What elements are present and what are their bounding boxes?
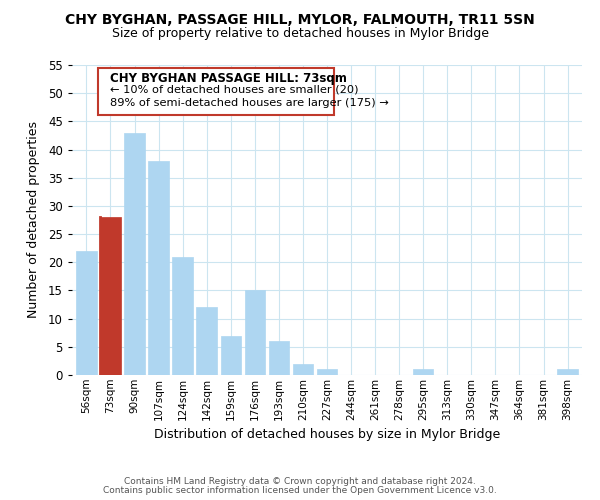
Text: CHY BYGHAN, PASSAGE HILL, MYLOR, FALMOUTH, TR11 5SN: CHY BYGHAN, PASSAGE HILL, MYLOR, FALMOUT… bbox=[65, 12, 535, 26]
Bar bbox=[557, 370, 578, 375]
Bar bbox=[172, 256, 193, 375]
Bar bbox=[100, 217, 121, 375]
Bar bbox=[148, 161, 169, 375]
Text: Contains HM Land Registry data © Crown copyright and database right 2024.: Contains HM Land Registry data © Crown c… bbox=[124, 477, 476, 486]
Bar bbox=[221, 336, 241, 375]
Bar bbox=[413, 370, 433, 375]
Text: Size of property relative to detached houses in Mylor Bridge: Size of property relative to detached ho… bbox=[112, 28, 488, 40]
Bar bbox=[317, 370, 337, 375]
Bar bbox=[245, 290, 265, 375]
Bar bbox=[76, 251, 97, 375]
X-axis label: Distribution of detached houses by size in Mylor Bridge: Distribution of detached houses by size … bbox=[154, 428, 500, 441]
Bar bbox=[293, 364, 313, 375]
Bar bbox=[124, 132, 145, 375]
Text: 89% of semi-detached houses are larger (175) →: 89% of semi-detached houses are larger (… bbox=[110, 98, 389, 108]
FancyBboxPatch shape bbox=[98, 68, 334, 114]
Text: Contains public sector information licensed under the Open Government Licence v3: Contains public sector information licen… bbox=[103, 486, 497, 495]
Text: CHY BYGHAN PASSAGE HILL: 73sqm: CHY BYGHAN PASSAGE HILL: 73sqm bbox=[110, 72, 347, 85]
Y-axis label: Number of detached properties: Number of detached properties bbox=[27, 122, 40, 318]
Bar bbox=[196, 308, 217, 375]
Text: ← 10% of detached houses are smaller (20): ← 10% of detached houses are smaller (20… bbox=[110, 84, 359, 94]
Bar bbox=[269, 341, 289, 375]
